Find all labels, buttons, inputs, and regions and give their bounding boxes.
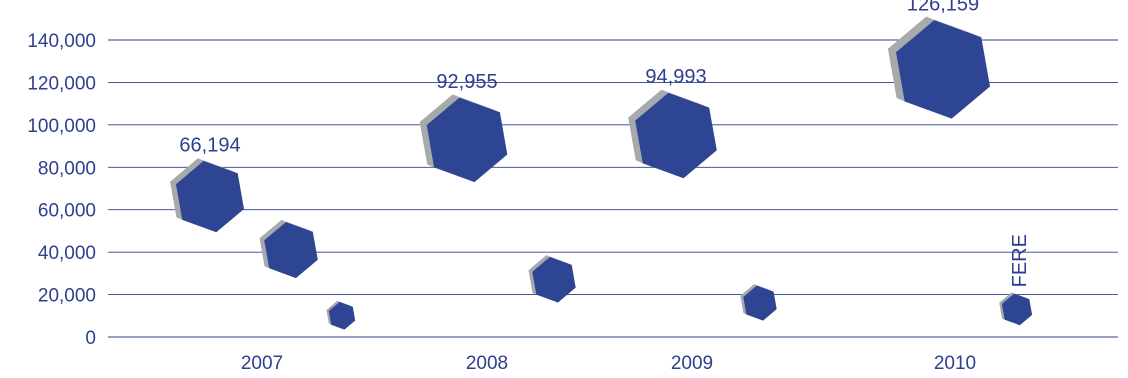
hexagon-marker — [326, 300, 356, 330]
y-axis: 0 20,000 40,000 60,000 80,000 100,000 120,000 1… — [27, 31, 96, 349]
y-tick-label: 120,000 — [27, 73, 96, 94]
hexagon-side — [528, 255, 550, 295]
data-label: 66,194 — [179, 134, 240, 156]
data-label: 94,993 — [645, 66, 706, 88]
y-tick-label: 100,000 — [27, 116, 96, 137]
hexagon-side — [326, 300, 340, 325]
y-tick-label: 60,000 — [38, 201, 96, 222]
hexagon-top-edge — [926, 16, 982, 38]
y-tick-label: 0 — [85, 328, 96, 349]
hexagon-top-edge — [337, 300, 353, 307]
data-label: 92,955 — [436, 71, 497, 93]
hexagon-face — [635, 92, 717, 179]
hexagon-side — [740, 284, 757, 315]
hexagon-top-edge — [546, 255, 572, 265]
x-tick-label: 2007 — [241, 353, 283, 374]
hexagon-side — [999, 292, 1015, 320]
x-axis: 2007 2008 2009 2010 — [241, 353, 976, 374]
hexagon-side — [628, 89, 669, 164]
hexagon-marker — [999, 292, 1033, 326]
hexagon-top-edge — [452, 94, 500, 113]
data-label: 126,159 — [907, 0, 979, 15]
hexagon-face — [264, 222, 318, 279]
hexagon-top-edge — [661, 89, 710, 108]
y-tick-label: 20,000 — [38, 286, 96, 307]
y-tick-label: 80,000 — [38, 158, 96, 179]
hexagon-top-edge — [754, 284, 774, 292]
hexagon-marker — [170, 158, 244, 233]
hexagon-marker — [740, 284, 777, 321]
hexagon-marker — [528, 255, 576, 303]
hexagon-face — [743, 285, 777, 321]
hexagon-side — [170, 158, 204, 220]
hexagon-face — [176, 160, 244, 233]
data-labels: 66,194 92,955 94,993 126,159 FERE — [179, 0, 1031, 287]
x-tick-label: 2009 — [671, 353, 713, 374]
hexagon-face — [532, 256, 576, 303]
y-tick-label: 40,000 — [38, 243, 96, 264]
hexagon-top-edge — [1011, 292, 1030, 300]
hexagon-face — [896, 20, 990, 119]
hexagon-face — [328, 301, 356, 330]
hexagon-face — [426, 97, 508, 183]
y-tick-label: 140,000 — [27, 31, 96, 52]
hexagon-top-edge — [197, 158, 238, 174]
x-tick-label: 2008 — [466, 353, 508, 374]
data-label-vertical: FERE — [1009, 234, 1031, 287]
hexagon-side — [259, 220, 287, 269]
hexagon-top-edge — [281, 220, 313, 232]
hexagon-side — [888, 16, 935, 102]
hexagon-face — [1001, 293, 1033, 326]
hexagon-marker — [628, 89, 717, 179]
hexagon-marker — [259, 220, 318, 279]
hexagon-marker — [888, 16, 990, 119]
hexagon-marker — [419, 94, 508, 183]
x-tick-label: 2010 — [934, 353, 976, 374]
hexagon-side — [419, 94, 460, 168]
hexagon-markers — [170, 16, 1033, 330]
